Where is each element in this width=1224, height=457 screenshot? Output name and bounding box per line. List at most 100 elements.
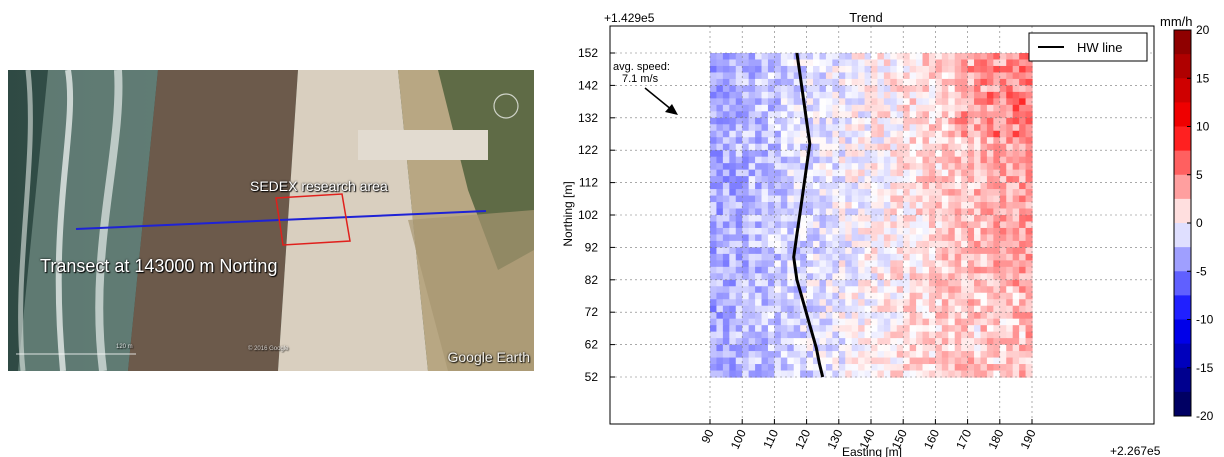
heatmap-cell — [755, 163, 763, 171]
heatmap-cell — [787, 111, 795, 119]
heatmap-cell — [813, 357, 821, 365]
heatmap-cell — [954, 299, 962, 307]
heatmap-cell — [986, 312, 994, 320]
heatmap-cell — [716, 325, 724, 333]
heatmap-cell — [729, 266, 737, 274]
heatmap-cell — [961, 273, 969, 281]
heatmap-cell — [716, 163, 724, 171]
heatmap-cell — [806, 292, 814, 300]
heatmap-cell — [735, 357, 743, 365]
heatmap-cell — [948, 286, 956, 294]
heatmap-cell — [838, 286, 846, 294]
heatmap-cell — [1025, 292, 1033, 300]
heatmap-cell — [742, 65, 750, 74]
heatmap-cell — [871, 91, 879, 99]
heatmap-cell — [748, 65, 756, 74]
heatmap-cell — [722, 130, 730, 138]
heatmap-cell — [774, 163, 782, 171]
colorbar-segment — [1174, 150, 1191, 176]
heatmap-cell — [793, 111, 801, 119]
heatmap-cell — [954, 234, 962, 242]
heatmap-cell — [896, 253, 904, 261]
heatmap-cell — [877, 364, 885, 372]
heatmap-cell — [735, 331, 743, 339]
heatmap-cell — [767, 169, 775, 177]
heatmap-cell — [961, 292, 969, 300]
heatmap-cell — [993, 189, 1001, 197]
heatmap-cell — [774, 240, 782, 248]
heatmap-cell — [999, 104, 1007, 112]
heatmap-cell — [767, 279, 775, 287]
heatmap-cell — [1025, 91, 1033, 99]
heatmap-cell — [813, 338, 821, 346]
heatmap-cell — [780, 78, 788, 86]
heatmap-cell — [748, 266, 756, 274]
heatmap-cell — [1025, 72, 1033, 80]
heatmap-cell — [980, 370, 988, 378]
heatmap-cell — [806, 98, 814, 106]
heatmap-cell — [819, 124, 827, 132]
heatmap-cell — [813, 247, 821, 255]
heatmap-cell — [767, 163, 775, 171]
heatmap-cell — [774, 176, 782, 184]
heatmap-cell — [806, 312, 814, 320]
heatmap-cell — [974, 299, 982, 307]
heatmap-cell — [909, 338, 917, 346]
heatmap-cell — [935, 305, 943, 313]
heatmap-cell — [813, 53, 821, 61]
heatmap-cell — [864, 65, 872, 74]
heatmap-cell — [806, 176, 814, 184]
heatmap-cell — [877, 240, 885, 248]
heatmap-cell — [974, 130, 982, 138]
heatmap-cell — [877, 163, 885, 171]
heatmap-cell — [819, 85, 827, 93]
heatmap-cell — [883, 195, 891, 203]
heatmap-cell — [890, 208, 898, 216]
heatmap-cell — [948, 227, 956, 236]
heatmap-cell — [871, 182, 879, 190]
heatmap-cell — [909, 53, 917, 61]
heatmap-cell — [1019, 325, 1027, 333]
heatmap-cell — [883, 91, 891, 99]
heatmap-cell — [877, 98, 885, 106]
heatmap-cell — [864, 325, 872, 333]
heatmap-cell — [935, 137, 943, 145]
heatmap-cell — [928, 357, 936, 365]
heatmap-cell — [993, 286, 1001, 294]
heatmap-cell — [722, 273, 730, 281]
heatmap-cell — [903, 227, 911, 236]
heatmap-cell — [1019, 344, 1027, 352]
heatmap-cell — [1012, 78, 1020, 86]
heatmap-cell — [774, 318, 782, 326]
heatmap-cell — [896, 344, 904, 352]
heatmap-cell — [993, 143, 1001, 151]
heatmap-cell — [735, 195, 743, 203]
heatmap-cell — [851, 137, 859, 145]
heatmap-cell — [813, 253, 821, 261]
heatmap-cell — [941, 215, 949, 223]
heatmap-cell — [858, 117, 866, 125]
heatmap-cell — [787, 325, 795, 333]
heatmap-cell — [742, 344, 750, 352]
heatmap-cell — [813, 299, 821, 307]
heatmap-cell — [916, 208, 924, 216]
heatmap-cell — [748, 78, 756, 86]
heatmap-cell — [877, 279, 885, 287]
heatmap-cell — [928, 325, 936, 333]
heatmap-cell — [825, 156, 833, 164]
heatmap-cell — [948, 189, 956, 197]
heatmap-cell — [806, 221, 814, 229]
heatmap-cell — [755, 111, 763, 119]
heatmap-cell — [767, 85, 775, 93]
heatmap-cell — [858, 305, 866, 313]
heatmap-cell — [710, 98, 718, 106]
heatmap-cell — [838, 266, 846, 274]
heatmap-cell — [845, 370, 853, 378]
heatmap-cell — [710, 182, 718, 190]
heatmap-cell — [761, 221, 769, 229]
heatmap-cell — [941, 279, 949, 287]
heatmap-cell — [735, 227, 743, 236]
heatmap-cell — [806, 182, 814, 190]
heatmap-cell — [948, 221, 956, 229]
heatmap-cell — [761, 260, 769, 268]
